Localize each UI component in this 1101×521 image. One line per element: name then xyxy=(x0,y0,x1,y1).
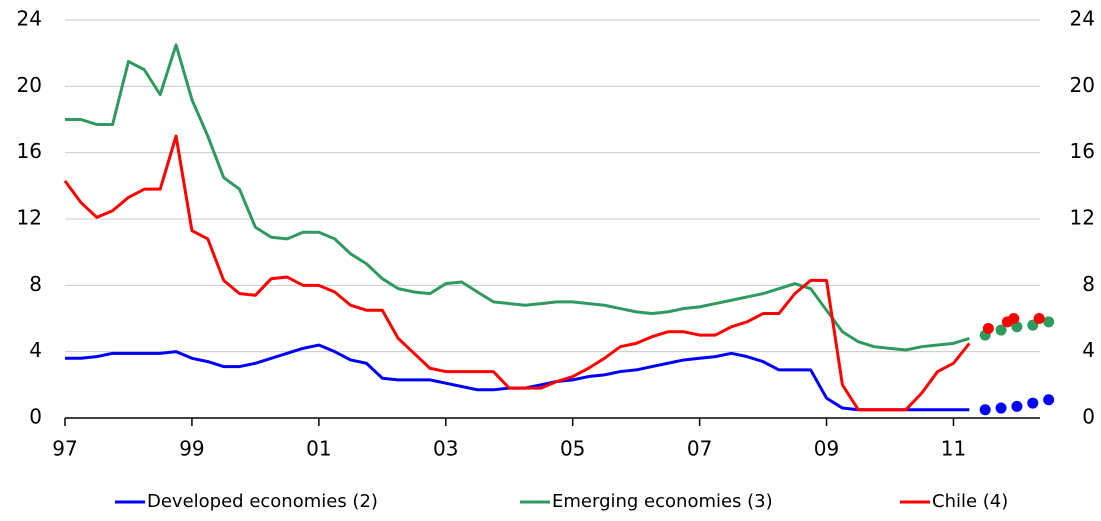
forecast-dot xyxy=(982,322,994,334)
forecast-dot xyxy=(995,324,1007,336)
y2-tick-label: 24 xyxy=(1070,7,1095,31)
y2-tick-label: 0 xyxy=(1082,405,1095,429)
y2-tick-label: 4 xyxy=(1082,338,1095,362)
forecast-dot xyxy=(979,404,991,416)
y-tick-label: 0 xyxy=(29,405,42,429)
y-tick-label: 12 xyxy=(17,206,42,230)
series-line xyxy=(65,343,970,412)
y2-tick-label: 12 xyxy=(1070,206,1095,230)
y2-tick-label: 16 xyxy=(1070,139,1095,163)
series-line xyxy=(65,43,970,352)
forecast-dot xyxy=(1027,397,1039,409)
y2-tick-label: 20 xyxy=(1070,73,1095,97)
series-line xyxy=(63,134,971,412)
x-tick-label: 05 xyxy=(560,437,585,461)
y-tick-label: 24 xyxy=(17,7,42,31)
forecast-dot xyxy=(1008,313,1020,324)
forecast-dot xyxy=(995,402,1007,414)
legend-label: Chile (4) xyxy=(932,491,1008,512)
x-tick-label: 97 xyxy=(52,437,77,461)
forecast-dot xyxy=(1043,394,1055,406)
legend-label: Emerging economies (3) xyxy=(552,491,773,512)
y-tick-label: 8 xyxy=(29,272,42,296)
x-tick-label: 11 xyxy=(941,437,966,461)
legend-label: Developed economies (2) xyxy=(147,491,378,512)
y-tick-label: 16 xyxy=(17,139,42,163)
x-tick-label: 01 xyxy=(306,437,331,461)
forecast-dot xyxy=(1011,321,1023,333)
forecast-dot xyxy=(1043,316,1055,328)
y-tick-label: 4 xyxy=(29,338,42,362)
forecast-dot xyxy=(1033,313,1045,324)
x-tick-label: 99 xyxy=(179,437,204,461)
x-tick-label: 07 xyxy=(687,437,712,461)
x-tick-label: 09 xyxy=(814,437,839,461)
forecast-dot xyxy=(1011,400,1023,412)
y2-tick-label: 8 xyxy=(1082,272,1095,296)
y-tick-label: 20 xyxy=(17,73,42,97)
x-tick-label: 03 xyxy=(433,437,458,461)
